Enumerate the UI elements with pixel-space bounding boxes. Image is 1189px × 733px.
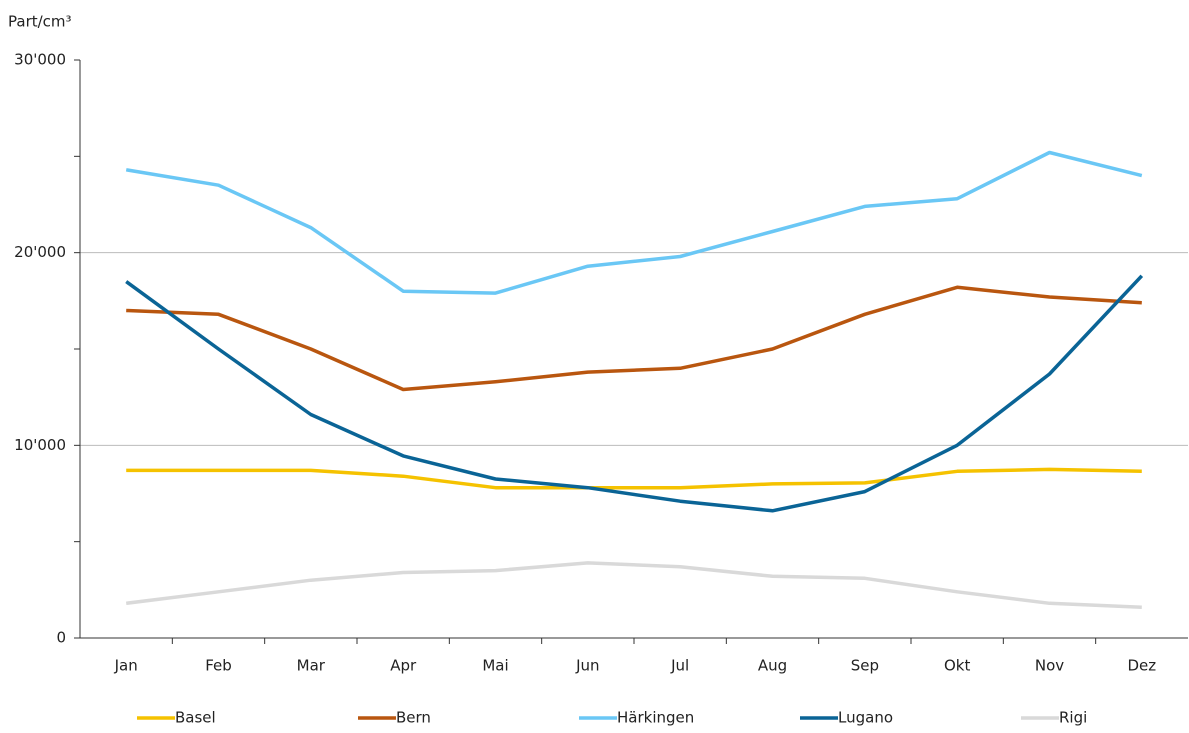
x-tick-label: Okt [944, 657, 970, 675]
x-tick-label: Apr [390, 657, 417, 675]
y-tick-label: 30'000 [14, 51, 66, 69]
legend-label: Rigi [1059, 709, 1087, 727]
legend-label: Härkingen [617, 709, 694, 727]
y-tick-label: 10'000 [14, 436, 66, 454]
series-line [126, 467, 1142, 490]
x-tick-label: Mai [482, 657, 508, 675]
y-axis-label: Part/cm³ [8, 13, 72, 31]
y-tick-label: 0 [56, 629, 66, 647]
x-tick-label: Jan [114, 657, 138, 675]
legend-label: Lugano [838, 709, 893, 727]
series-line [125, 150, 1143, 295]
x-tick-label: Aug [758, 657, 787, 675]
series-line [125, 274, 1144, 513]
series-line [126, 285, 1142, 392]
legend-label: Basel [175, 709, 216, 727]
x-tick-label: Jul [670, 657, 689, 675]
x-tick-label: Nov [1035, 657, 1064, 675]
x-tick-label: Mar [297, 657, 326, 675]
legend-label: Bern [396, 709, 431, 727]
y-tick-label: 20'000 [14, 243, 66, 261]
x-tick-label: Dez [1128, 657, 1157, 675]
x-tick-label: Sep [851, 657, 879, 675]
series-line [125, 561, 1142, 609]
x-tick-label: Feb [205, 657, 232, 675]
x-tick-label: Jun [575, 657, 599, 675]
